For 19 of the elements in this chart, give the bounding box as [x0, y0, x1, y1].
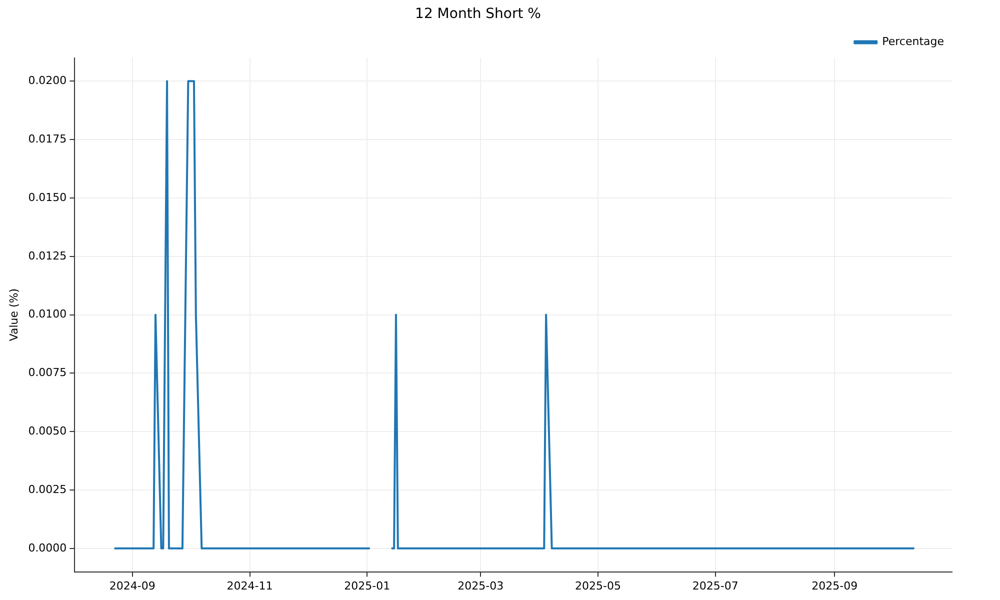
y-axis-title: Value (%) [7, 288, 20, 342]
x-tick-label: 2025-05 [575, 579, 621, 592]
legend-label: Percentage [882, 35, 944, 48]
x-tick-label: 2025-01 [344, 579, 390, 592]
y-tick-label: 0.0025 [28, 482, 67, 496]
y-tick-label: 0.0000 [28, 541, 67, 554]
y-tick-label: 0.0175 [28, 132, 67, 146]
x-tick-label: 2025-03 [458, 579, 504, 592]
y-tick-label: 0.0075 [28, 366, 67, 380]
x-tick-label: 2024-11 [226, 579, 273, 592]
chart-title: 12 Month Short % [415, 6, 541, 22]
x-tick-label: 2025-09 [812, 579, 858, 592]
x-tick-label: 2024-09 [109, 579, 156, 592]
y-tick-label: 0.0050 [28, 424, 67, 438]
x-tick-label: 2025-07 [692, 579, 738, 592]
y-tick-label: 0.0200 [28, 74, 67, 88]
y-tick-label: 0.0125 [28, 249, 67, 262]
y-tick-label: 0.0100 [28, 308, 67, 321]
y-tick-label: 0.0150 [28, 190, 67, 204]
